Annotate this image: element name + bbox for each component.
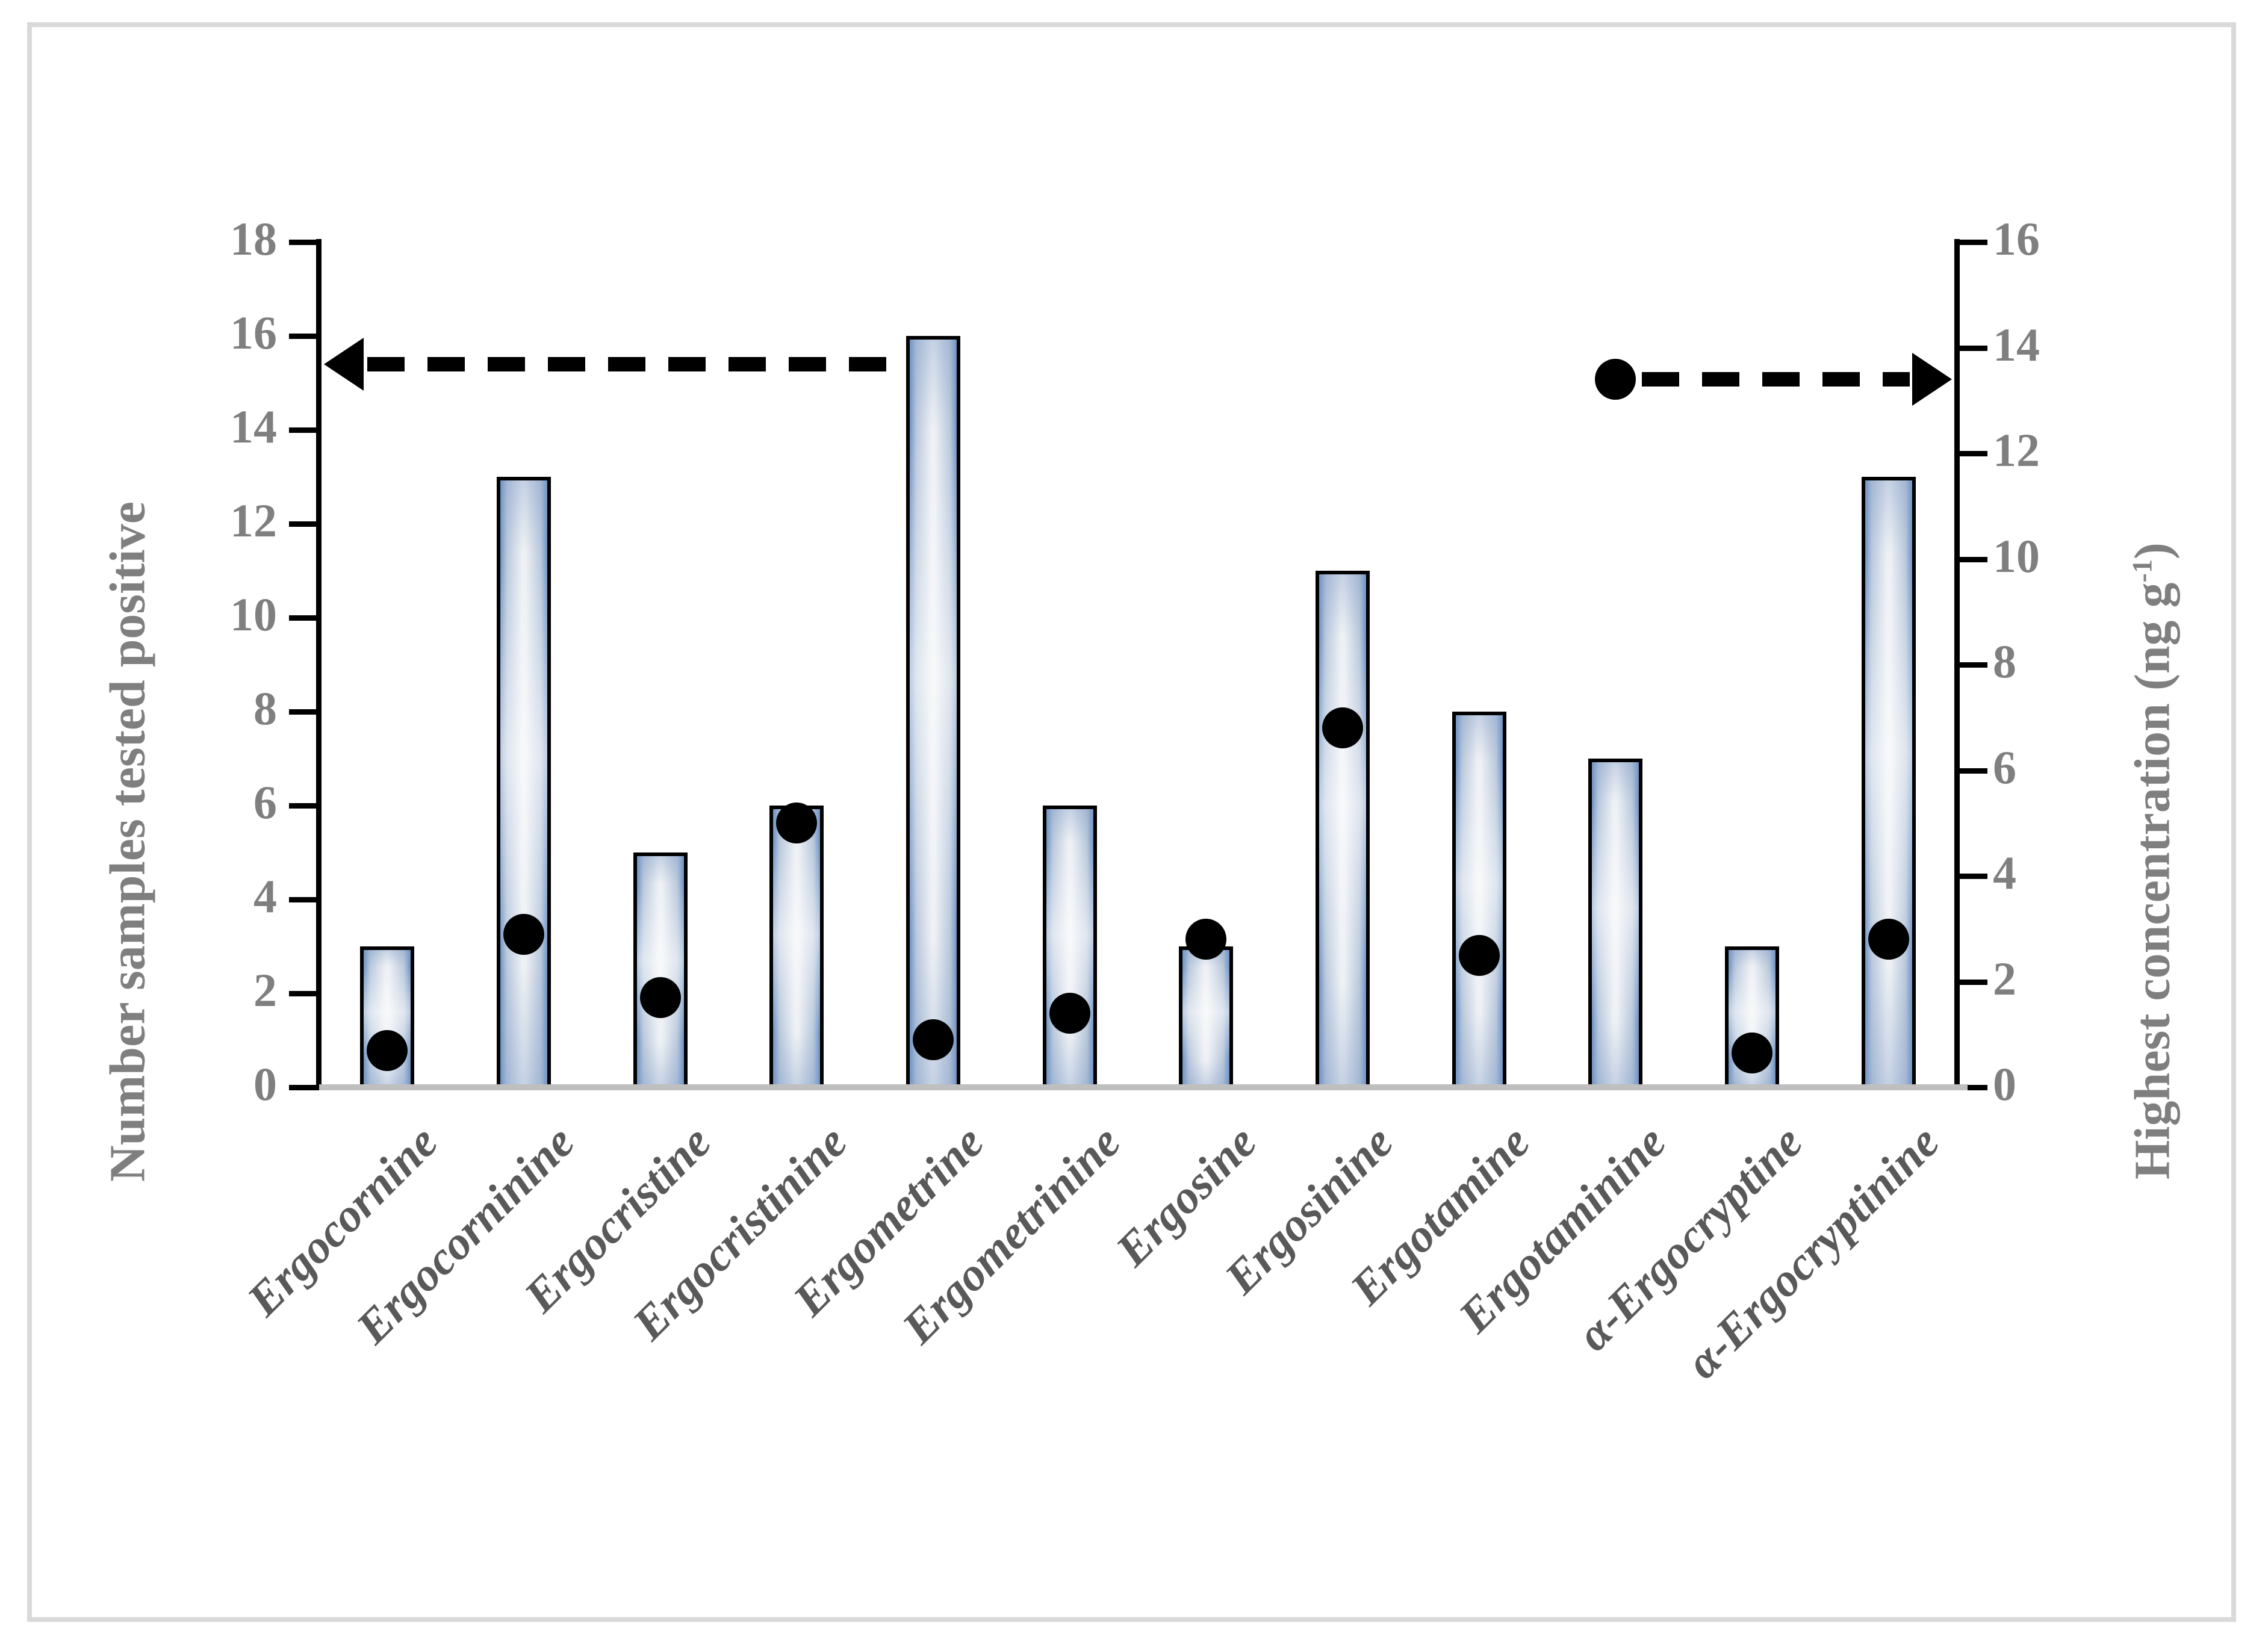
left-axis-tick-label: 8 (253, 682, 277, 734)
left-axis-tick (289, 897, 317, 902)
right-axis-tick-label: 0 (1993, 1058, 2016, 1110)
bar-ergocristine (633, 852, 688, 1087)
bar-ergometrine (906, 336, 960, 1087)
bar-ergotaminine (1588, 759, 1642, 1087)
left-axis-tick-label: 0 (253, 1058, 277, 1110)
left-axis-tick-label: 6 (253, 776, 277, 828)
left-axis-tick (289, 1085, 317, 1090)
right-axis-tick (1960, 768, 1987, 774)
left-axis-tick (289, 427, 317, 433)
bar-highlight (1456, 715, 1503, 1087)
left-axis-tick (289, 803, 317, 809)
right-axis-tick-label: 6 (1993, 741, 2016, 793)
category-label-ergosine: Ergosine (1105, 1115, 1266, 1276)
bar-highlight (1319, 574, 1366, 1087)
left-axis-tick-label: 12 (230, 494, 277, 547)
figure-border (27, 22, 2236, 1622)
bar-ergocryptinine (1862, 477, 1916, 1087)
right-axis-tick-label: 14 (1993, 318, 2040, 371)
left-axis-tick-label: 4 (253, 870, 277, 922)
right-axis-tick-label: 10 (1993, 530, 2040, 582)
left-axis-tick (289, 615, 317, 621)
right-axis-tick (1960, 240, 1987, 245)
left-axis-tick-label: 16 (230, 306, 277, 359)
bar-series-axis-arrow-head (324, 338, 364, 391)
category-label-ergotaminine: Ergotaminine (1448, 1115, 1676, 1343)
right-axis-tick (1960, 1085, 1987, 1090)
left-axis-line (316, 239, 322, 1090)
bar-highlight (500, 480, 547, 1087)
bar-ergosine (1179, 946, 1233, 1087)
category-label-ergotamine: Ergotamine (1340, 1115, 1539, 1315)
right-axis-tick-label: 16 (1993, 213, 2040, 265)
right-axis-line (1954, 239, 1960, 1090)
bar-highlight (910, 340, 957, 1087)
bar-ergocorninine (497, 477, 551, 1087)
bar-highlight (773, 809, 820, 1087)
left-axis-tick-label: 14 (230, 400, 277, 453)
bar-ergosinine (1316, 571, 1370, 1087)
right-axis-tick (1960, 557, 1987, 562)
concentration-dot-ergocristinine (776, 803, 817, 843)
category-label-ergocryptinine: α-Ergocryptinine (1676, 1115, 1949, 1389)
category-label-ergocornine: Ergocornine (237, 1115, 447, 1326)
bar-highlight (1592, 762, 1639, 1087)
bar-highlight (1182, 950, 1229, 1087)
concentration-dot-ergocornine (367, 1030, 408, 1071)
left-axis-tick (289, 709, 317, 715)
left-axis-tick-label: 2 (253, 964, 277, 1016)
concentration-dot-ergosinine (1322, 707, 1363, 748)
concentration-dot-ergotamine (1459, 935, 1500, 976)
dot-series-axis-arrow-head (1912, 353, 1952, 406)
bar-ergocristinine (769, 806, 824, 1087)
bar-ergometrinine (1043, 806, 1097, 1087)
bar-highlight (1865, 480, 1912, 1087)
dot-series-axis-arrow-dashes (1642, 372, 1910, 387)
right-axis-tick-label: 8 (1993, 635, 2016, 688)
concentration-dot-ergometrine (913, 1019, 954, 1060)
concentration-dot-ergocristine (640, 977, 681, 1018)
concentration-dot-ergocorninine (503, 914, 544, 955)
left-axis-tick (289, 240, 317, 245)
left-axis-tick (289, 521, 317, 527)
bar-ergotamine (1452, 712, 1506, 1087)
category-label-ergocristinine: Ergocristinine (622, 1115, 857, 1350)
category-label-ergometrine: Ergometrine (783, 1115, 993, 1326)
right-axis-tick-label: 4 (1993, 846, 2016, 899)
bar-series-axis-arrow-dashes (367, 357, 900, 371)
right-axis-tick-label: 2 (1993, 952, 2016, 1005)
right-axis-tick-label: 12 (1993, 424, 2040, 476)
bar-highlight (637, 856, 684, 1087)
left-axis-tick (289, 334, 317, 339)
right-axis-tick (1960, 346, 1987, 351)
right-axis-tick (1960, 980, 1987, 985)
bar-highlight (1046, 809, 1093, 1087)
left-axis-tick-label: 10 (230, 588, 277, 641)
category-label-ergocorninine: Ergocorninine (346, 1115, 584, 1354)
concentration-dot-ergotaminine (1595, 359, 1636, 400)
left-axis-tick-label: 18 (230, 213, 277, 265)
category-label-ergometrinine: Ergometrinine (892, 1115, 1130, 1354)
right-axis-tick (1960, 451, 1987, 456)
concentration-dot-ergosine (1185, 919, 1226, 960)
left-axis-tick (289, 991, 317, 996)
concentration-dot-ergocryptinine (1868, 919, 1909, 960)
bar-ergocornine (360, 946, 414, 1087)
concentration-dot-ergocryptine (1732, 1033, 1772, 1073)
category-label-ergocryptine: α-Ergocryptine (1567, 1115, 1812, 1361)
category-label-ergocristine: Ergocristine (514, 1115, 721, 1322)
right-axis-tick (1960, 874, 1987, 879)
concentration-dot-ergometrinine (1049, 993, 1090, 1034)
category-label-ergosinine: Ergosinine (1214, 1115, 1403, 1304)
x-axis-baseline (319, 1084, 1968, 1090)
right-axis-tick (1960, 662, 1987, 668)
